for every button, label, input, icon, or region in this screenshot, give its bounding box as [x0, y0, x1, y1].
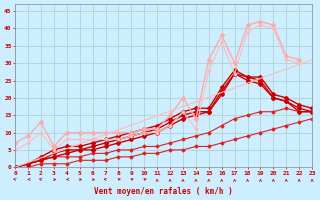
X-axis label: Vent moyen/en rafales ( km/h ): Vent moyen/en rafales ( km/h ) [94, 187, 233, 196]
